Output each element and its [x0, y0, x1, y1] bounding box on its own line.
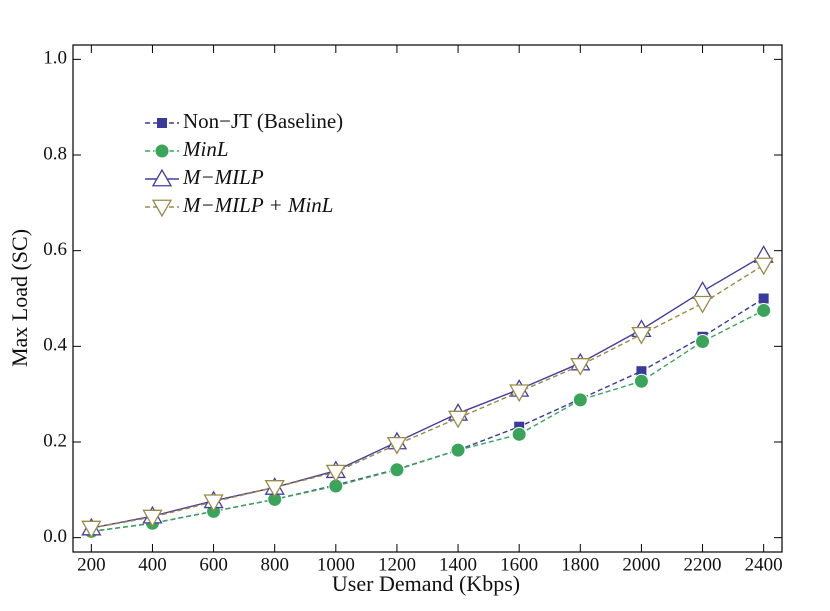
- series-line: [91, 297, 765, 533]
- legend-marker: [151, 168, 173, 187]
- y-tick-label: 0.8: [43, 143, 67, 164]
- x-tick-label: 1800: [561, 554, 599, 575]
- x-tick-label: 1400: [439, 554, 477, 575]
- x-tick-label: 800: [260, 554, 289, 575]
- series-line: [91, 309, 764, 533]
- x-tick-label: 600: [199, 554, 228, 575]
- x-tick-label: 1200: [378, 554, 416, 575]
- marker: [81, 520, 102, 539]
- legend-label: MinL: [182, 137, 229, 161]
- legend-label: Non−JT (Baseline): [183, 109, 343, 133]
- marker: [325, 464, 346, 483]
- marker: [695, 334, 711, 350]
- x-tick-label: 1600: [500, 554, 538, 575]
- marker: [447, 410, 469, 429]
- y-axis-label: Max Load (SC): [7, 229, 32, 367]
- x-tick-label: 1000: [317, 554, 355, 575]
- legend-marker: [154, 143, 170, 159]
- x-tick-label: 2400: [745, 554, 783, 575]
- legend-label: M−MILP + MinL: [182, 193, 333, 217]
- marker: [572, 392, 588, 408]
- y-tick-label: 0.2: [43, 430, 67, 451]
- x-tick-label: 2200: [684, 554, 722, 575]
- marker: [570, 358, 591, 376]
- marker: [386, 436, 408, 455]
- x-tick-label: 400: [138, 554, 167, 575]
- marker: [514, 421, 525, 432]
- marker: [142, 509, 163, 528]
- marker: [631, 326, 652, 345]
- legend-marker: [151, 199, 173, 218]
- series-line: [91, 254, 765, 529]
- marker: [758, 293, 769, 304]
- marker: [636, 366, 647, 377]
- marker: [692, 281, 713, 299]
- y-tick-label: 1.0: [43, 48, 67, 69]
- series-line: [91, 264, 765, 529]
- marker: [450, 442, 466, 458]
- marker: [264, 480, 285, 498]
- marker: [692, 295, 713, 314]
- x-axis-label: User Demand (Kbps): [332, 571, 520, 596]
- y-tick-label: 0.0: [43, 526, 67, 547]
- y-tick-label: 0.6: [43, 239, 67, 260]
- x-tick-label: 200: [77, 554, 106, 575]
- y-tick-label: 0.4: [43, 335, 67, 356]
- marker: [633, 373, 649, 389]
- plot-frame: [72, 44, 783, 553]
- legend-label: M−MILP: [182, 165, 264, 189]
- marker: [753, 257, 774, 276]
- legend-marker: [157, 118, 167, 128]
- marker: [389, 462, 405, 478]
- marker: [511, 426, 527, 442]
- marker: [756, 302, 772, 318]
- marker: [509, 384, 530, 403]
- marker: [203, 494, 224, 513]
- x-tick-label: 2000: [622, 554, 660, 575]
